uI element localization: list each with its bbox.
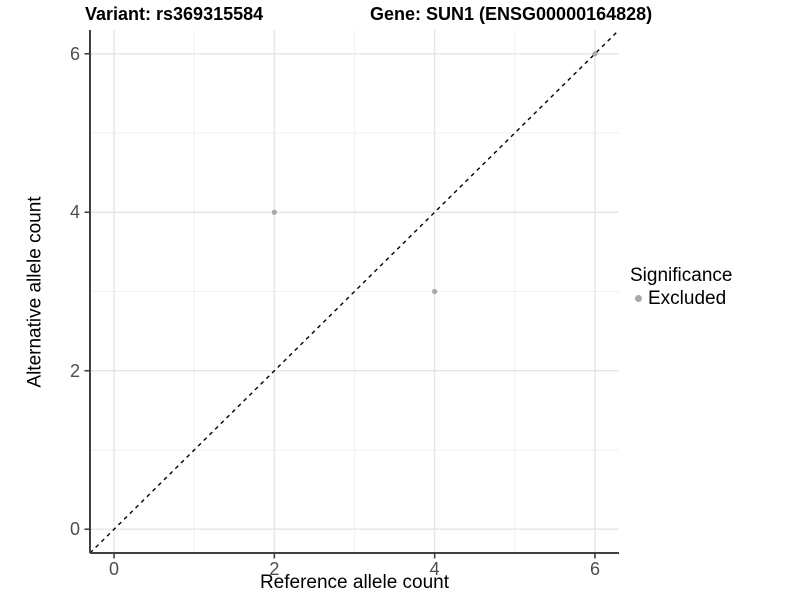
y-tick-label: 2 [69,360,80,381]
x-tick-label: 4 [429,559,440,579]
legend-item-label: Excluded [648,288,727,309]
y-tick-label: 0 [69,519,80,540]
legend-item-excluded: Excluded [630,287,732,310]
legend: Significance Excluded [630,264,732,310]
data-point [271,209,277,215]
legend-title: Significance [630,265,733,286]
data-point [432,288,438,295]
x-tick-label: 2 [269,559,280,579]
plot-title-variant: Variant: rs369315584 [85,4,264,24]
identity-line [89,29,620,554]
y-axis-title-wrap: Alternative allele count [24,30,48,553]
plot-panel [84,29,620,559]
x-tick-label: 6 [589,559,600,579]
x-axis-title: Reference allele count [259,572,450,593]
data-point [592,51,598,57]
plot-canvas [84,29,620,559]
y-axis-title: Alternative allele count [25,195,47,388]
y-tick-label: 4 [69,202,80,223]
x-tick-label: 0 [109,559,120,579]
legend-point-icon [635,295,642,302]
y-tick-label: 6 [69,43,80,64]
plot-title-gene: Gene: SUN1 (ENSG00000164828) [370,4,653,24]
